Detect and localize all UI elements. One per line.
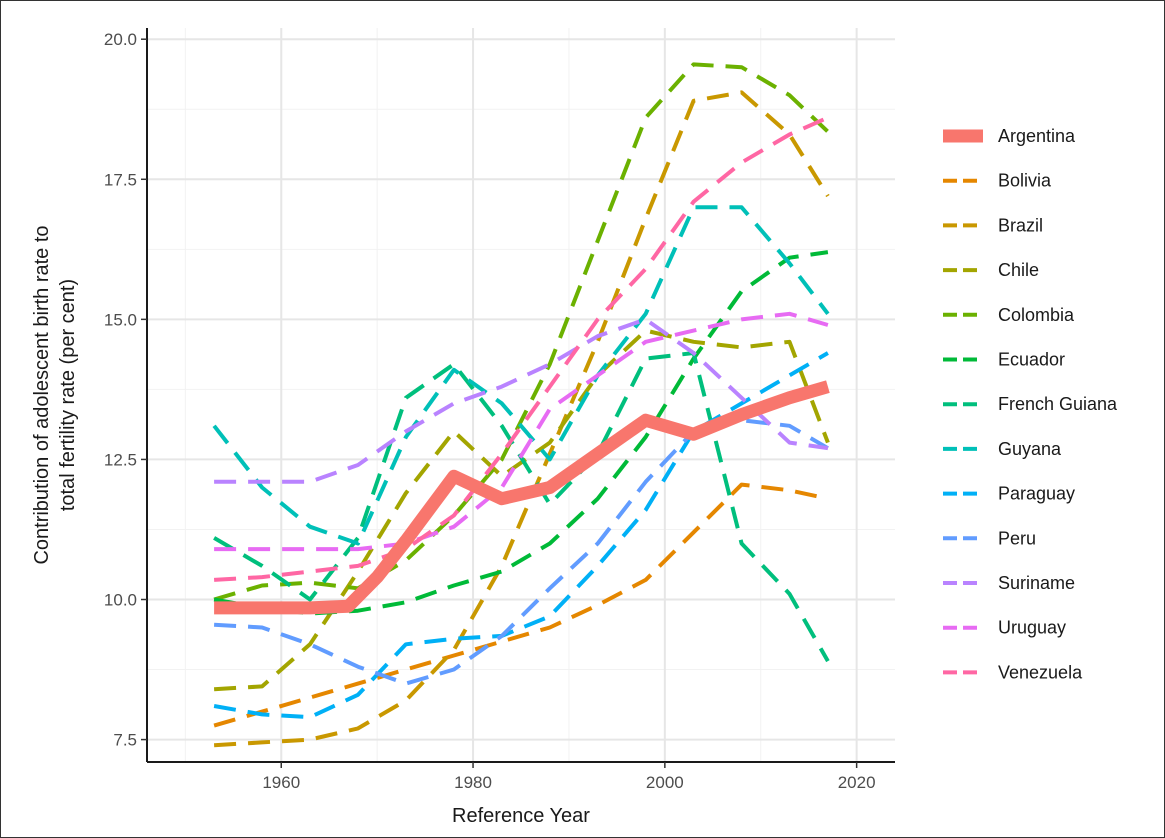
series-line-venezuela xyxy=(213,115,829,582)
y-tick-label: 7.5 xyxy=(113,731,137,750)
series-line-suriname xyxy=(214,317,829,484)
series-line-french-guiana xyxy=(213,351,830,663)
y-tick-label: 15.0 xyxy=(104,310,137,329)
legend-label: Guyana xyxy=(998,439,1062,459)
legend-label: Ecuador xyxy=(998,350,1065,370)
x-tick-label: 1960 xyxy=(262,773,300,792)
y-axis-title-line-2: total fertility rate (per cent) xyxy=(57,279,79,511)
legend-label: Venezuela xyxy=(998,662,1083,682)
y-tick-label: 20.0 xyxy=(104,30,137,49)
x-axis-title: Reference Year xyxy=(452,805,590,827)
y-tick-label: 12.5 xyxy=(104,450,137,469)
legend-label: Suriname xyxy=(998,573,1075,593)
x-tick-label: 2020 xyxy=(838,773,876,792)
series-line-brazil xyxy=(213,90,830,748)
legend-label: Peru xyxy=(998,528,1036,548)
legend-label: Chile xyxy=(998,260,1039,280)
y-axis-title: Contribution of adolescent birth rate to… xyxy=(31,225,79,564)
y-tick-label: 17.5 xyxy=(104,170,137,189)
x-tick-label: 1980 xyxy=(454,773,492,792)
series-line-argentina xyxy=(214,380,830,615)
y-tick-label: 10.0 xyxy=(104,591,137,610)
series-line-colombia xyxy=(213,62,830,602)
legend-label: Colombia xyxy=(998,305,1075,325)
legend-label: Uruguay xyxy=(998,618,1066,638)
legend-label: French Guiana xyxy=(998,394,1118,414)
series-line-bolivia xyxy=(213,482,829,728)
series-line-ecuador xyxy=(213,250,829,616)
legend-label: Bolivia xyxy=(998,171,1052,191)
series-lines xyxy=(212,62,830,748)
series-line-guyana xyxy=(212,205,830,546)
y-axis-title-line-1: Contribution of adolescent birth rate to xyxy=(31,225,53,564)
legend-label: Brazil xyxy=(998,215,1043,235)
grid xyxy=(147,28,895,762)
legend-label: Paraguay xyxy=(998,484,1075,504)
x-tick-label: 2000 xyxy=(646,773,684,792)
series-line-uruguay xyxy=(214,311,829,552)
legend-label: Argentina xyxy=(998,126,1076,146)
tick-labels: 1960 1980 2000 2020 7.5 10.0 12.5 15.0 17.5 20.0 xyxy=(104,30,876,792)
series-line-paraguay xyxy=(213,351,829,720)
legend: Argentina Bolivia Brazil Chile Colombia Ecuad… xyxy=(943,126,1118,682)
series-line-chile xyxy=(213,328,830,692)
axes xyxy=(146,28,895,763)
